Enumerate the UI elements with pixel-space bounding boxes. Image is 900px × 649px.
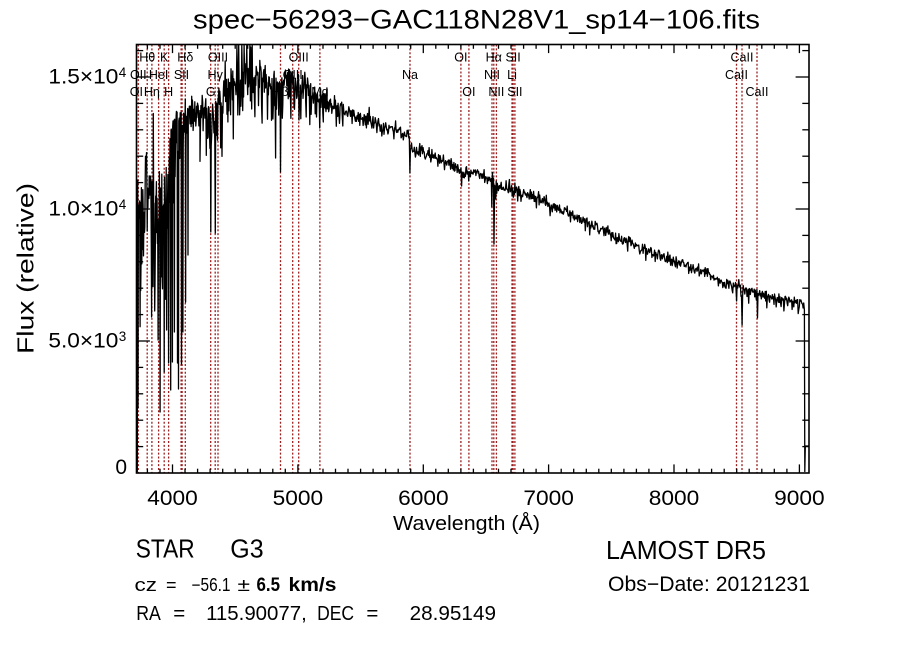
svg-text:7000: 7000: [523, 487, 574, 510]
svg-text:0: 0: [115, 456, 127, 479]
svg-text:6000: 6000: [398, 487, 449, 510]
svg-text:spec−56293−GAC118N28V1_sp14−10: spec−56293−GAC118N28V1_sp14−106.fits: [193, 5, 760, 35]
svg-text:Hη: Hη: [144, 85, 160, 99]
svg-text:Hγ: Hγ: [208, 68, 224, 82]
svg-text:OII: OII: [130, 68, 147, 82]
svg-text:=: =: [366, 602, 378, 625]
svg-text:SII: SII: [505, 51, 520, 65]
svg-text:4: 4: [119, 197, 127, 212]
svg-text:28.95149: 28.95149: [410, 602, 496, 625]
svg-text:OI: OI: [130, 85, 143, 99]
svg-text:RA: RA: [136, 602, 161, 625]
svg-text:4000: 4000: [147, 487, 198, 510]
svg-text:DEC: DEC: [317, 602, 354, 625]
svg-text:Flux (relative): Flux (relative): [13, 183, 39, 354]
svg-text:OIII: OIII: [289, 51, 309, 65]
svg-text:5000: 5000: [273, 487, 324, 510]
svg-text:1.0×10: 1.0×10: [48, 198, 118, 221]
svg-text:Li: Li: [507, 68, 517, 82]
svg-text:CaII: CaII: [725, 68, 748, 82]
svg-text:Na: Na: [402, 68, 418, 82]
svg-text:Obs−Date: 20121231: Obs−Date: 20121231: [608, 573, 810, 596]
svg-text:9000: 9000: [774, 487, 825, 510]
svg-text:cz: cz: [135, 575, 158, 595]
svg-text:HeI: HeI: [149, 68, 168, 82]
svg-text:OI: OI: [454, 51, 467, 65]
svg-text:H: H: [164, 85, 173, 99]
svg-text:OIII: OIII: [283, 68, 303, 82]
svg-text:SII: SII: [507, 85, 522, 99]
svg-text:LAMOST DR5: LAMOST DR5: [606, 535, 766, 565]
svg-text:6.5: 6.5: [257, 575, 281, 596]
svg-text:K: K: [160, 51, 169, 65]
svg-text:4: 4: [119, 65, 127, 80]
svg-text:Hβ: Hβ: [272, 85, 288, 99]
svg-text:Hα: Hα: [486, 51, 502, 65]
svg-text:Hδ: Hδ: [177, 51, 193, 65]
svg-text:G: G: [206, 85, 216, 99]
svg-text:5.0×10: 5.0×10: [48, 330, 118, 353]
svg-text:SII: SII: [174, 68, 189, 82]
svg-text:CaII: CaII: [731, 51, 754, 65]
svg-text:CaII: CaII: [746, 85, 769, 99]
svg-text:3: 3: [119, 329, 127, 344]
svg-text:OI: OI: [462, 85, 475, 99]
svg-text:OIII: OIII: [208, 51, 228, 65]
svg-text:G3: G3: [230, 534, 263, 564]
svg-text:Mg: Mg: [311, 85, 328, 99]
svg-text:115.90077,: 115.90077,: [206, 602, 307, 625]
svg-text:−56.1: −56.1: [192, 575, 231, 595]
svg-text:±: ±: [238, 575, 251, 595]
svg-text:=: =: [166, 575, 177, 595]
svg-text:STAR: STAR: [136, 534, 195, 564]
svg-text:NII: NII: [488, 85, 504, 99]
svg-text:1.5×10: 1.5×10: [48, 66, 118, 89]
svg-text:km/s: km/s: [289, 575, 337, 596]
svg-text:8000: 8000: [649, 487, 700, 510]
svg-text:Hθ: Hθ: [139, 51, 155, 65]
svg-text:NII: NII: [484, 68, 500, 82]
svg-text:=: =: [173, 602, 185, 625]
svg-text:Wavelength (Å): Wavelength (Å): [393, 512, 540, 535]
